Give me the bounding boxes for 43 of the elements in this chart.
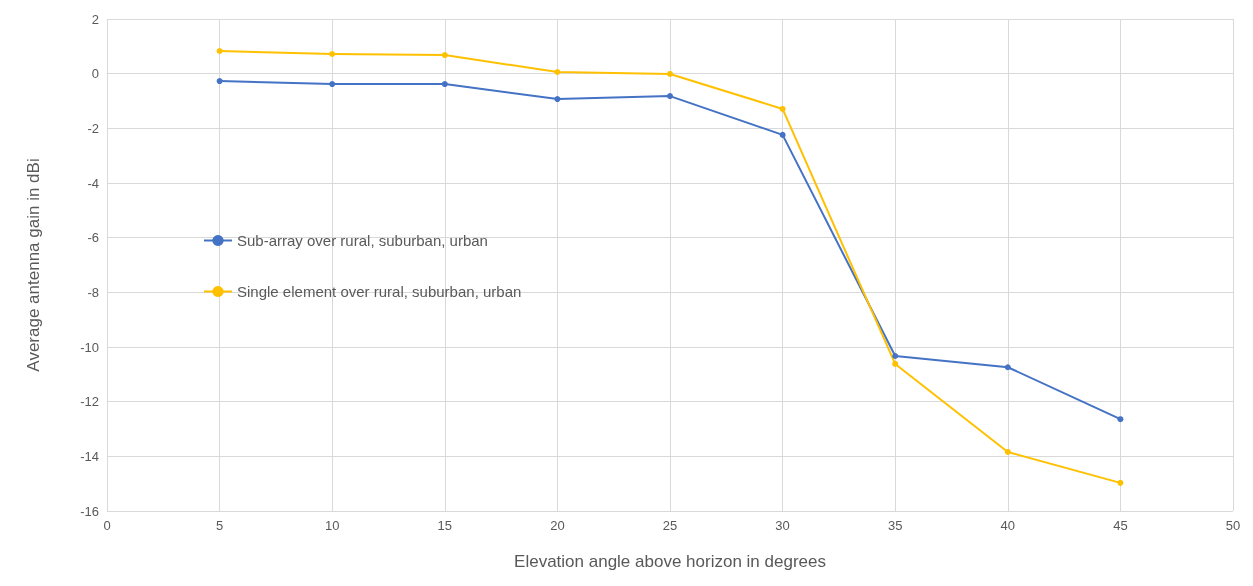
y-axis-title: Average antenna gain in dBi	[24, 158, 43, 372]
y-tick-label: -12	[80, 394, 99, 410]
point	[329, 81, 336, 88]
y-tick-label: -16	[80, 503, 99, 519]
x-tick-label: 25	[662, 518, 678, 533]
point	[1117, 479, 1124, 486]
point	[554, 96, 561, 103]
point	[554, 69, 561, 76]
x-tick-label: 50	[1225, 518, 1241, 533]
point	[892, 353, 899, 360]
x-tick-label: 30	[775, 518, 790, 533]
point	[329, 50, 336, 57]
x-tick-label: 20	[550, 518, 565, 533]
point	[441, 81, 448, 88]
x-axis-title: Elevation angle above horizon in degrees	[514, 552, 826, 571]
x-tick-label: 35	[887, 518, 903, 533]
point	[779, 131, 786, 138]
point	[216, 47, 223, 54]
y-tick-label: -6	[87, 230, 99, 246]
legend-label: Sub-array over rural, suburban, urban	[237, 232, 488, 249]
point	[216, 78, 223, 85]
point	[892, 360, 899, 367]
x-tick-label: 15	[437, 518, 453, 533]
x-tick-label: 5	[215, 518, 224, 533]
x-tick-label: 10	[324, 518, 340, 533]
y-tick-label: -4	[87, 175, 99, 191]
y-tick-label: 0	[91, 66, 99, 82]
point	[1004, 448, 1011, 455]
legend-label: Single element over rural, suburban, urban	[237, 283, 522, 300]
y-tick-label: -14	[80, 448, 99, 464]
point	[667, 93, 673, 100]
y-tick-label: -10	[80, 339, 99, 355]
y-tick-label: -8	[87, 284, 99, 300]
x-tick-label: 0	[103, 518, 111, 533]
x-tick-label: 40	[1000, 518, 1016, 533]
y-tick-label: 2	[91, 11, 99, 27]
y-tick-label: -2	[87, 120, 99, 136]
x-tick-label: 45	[1113, 518, 1128, 533]
point	[441, 52, 448, 59]
point	[779, 105, 786, 112]
point	[1004, 364, 1011, 371]
point	[667, 70, 673, 77]
point	[1117, 416, 1124, 423]
